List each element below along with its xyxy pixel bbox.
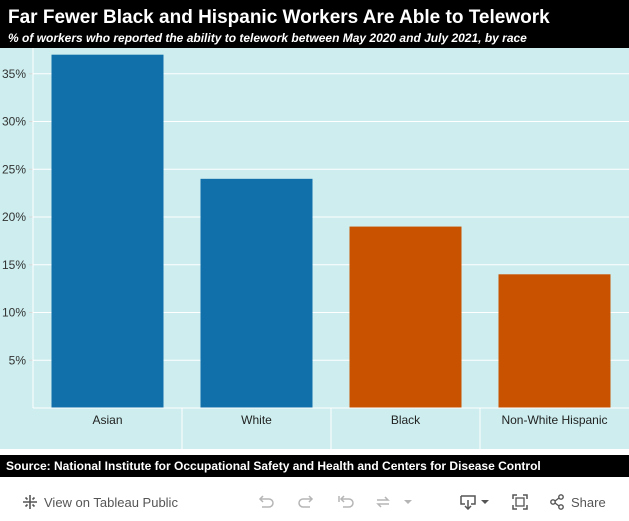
- share-icon: [549, 494, 565, 510]
- y-tick-label: 20%: [2, 210, 26, 224]
- x-tick-label: Non-White Hispanic: [501, 413, 607, 427]
- dropdown-icon[interactable]: [403, 494, 413, 510]
- redo-icon[interactable]: [297, 494, 315, 510]
- source-bar: Source: National Institute for Occupatio…: [0, 455, 629, 477]
- header: Far Fewer Black and Hispanic Workers Are…: [0, 0, 629, 48]
- source-note: Source: National Institute for Occupatio…: [6, 459, 541, 473]
- bar-asian: [51, 54, 164, 408]
- y-tick-label: 35%: [2, 67, 26, 81]
- x-tick-label: Asian: [92, 413, 122, 427]
- y-tick-label: 25%: [2, 162, 26, 176]
- bar-white: [200, 178, 313, 408]
- share-label: Share: [571, 494, 606, 510]
- y-tick-label: 30%: [2, 115, 26, 129]
- revert-icon[interactable]: [337, 494, 355, 510]
- chart-subtitle: % of workers who reported the ability to…: [8, 31, 527, 45]
- y-tick-label: 10%: [2, 306, 26, 320]
- bar-chart: 5% 10% 15% 20% 25% 30% 35% Asian White Black Non-W…: [2, 48, 629, 449]
- plot-area: 5% 10% 15% 20% 25% 30% 35% Asian White Black Non-W…: [0, 48, 629, 449]
- y-tick-label: 15%: [2, 258, 26, 272]
- tableau-icon: [22, 494, 38, 510]
- fullscreen-icon[interactable]: [511, 494, 529, 510]
- refresh-icon[interactable]: [374, 494, 392, 510]
- bar-non-white-hispanic: [498, 274, 611, 408]
- x-tick-label: White: [241, 413, 272, 427]
- y-tick-label: 5%: [9, 353, 27, 367]
- bar-black: [349, 226, 462, 408]
- view-on-tableau-label: View on Tableau Public: [44, 494, 178, 510]
- undo-icon[interactable]: [257, 494, 275, 510]
- chart-title: Far Fewer Black and Hispanic Workers Are…: [8, 7, 550, 28]
- tableau-toolbar: View on Tableau Public Share: [0, 486, 629, 521]
- download-icon[interactable]: [459, 494, 489, 510]
- view-on-tableau-button[interactable]: View on Tableau Public: [22, 494, 178, 510]
- share-button[interactable]: Share: [549, 494, 606, 510]
- x-tick-label: Black: [391, 413, 421, 427]
